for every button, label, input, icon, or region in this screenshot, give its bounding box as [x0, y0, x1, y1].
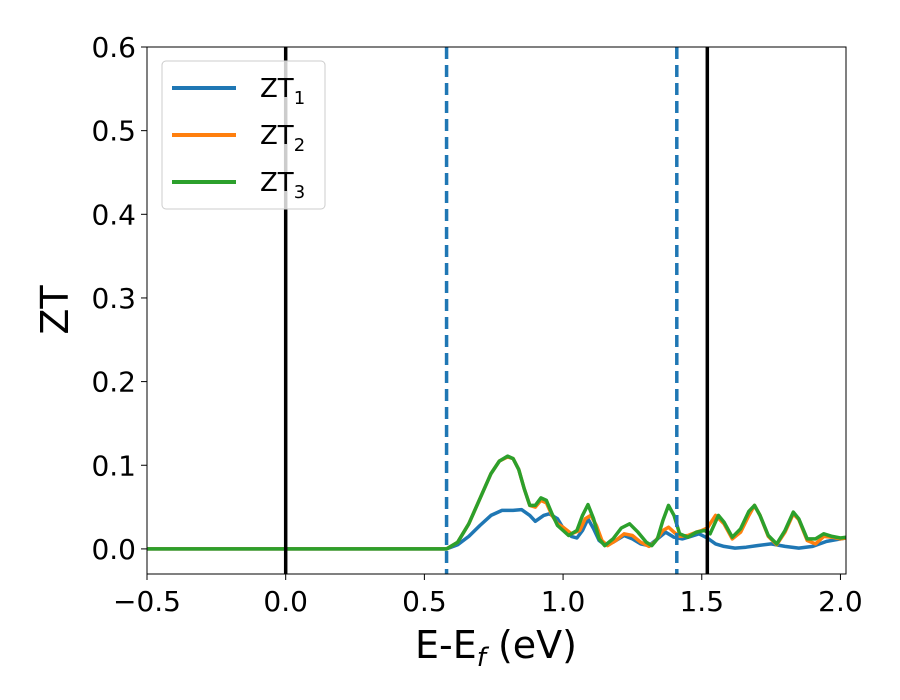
x-tick-label: 0.0	[263, 585, 308, 618]
legend-label-zt1: ZT1	[260, 74, 305, 109]
series-layer	[147, 454, 846, 551]
y-tick-label: 0.6	[91, 31, 136, 64]
x-tick-label: 0.5	[402, 585, 447, 618]
x-axis-title: E-Ef (eV)	[415, 623, 577, 673]
x-tick-label: 1.0	[541, 585, 586, 618]
y-axis-ticks: 0.0 0.1 0.2 0.3 0.4 0.5 0.6	[91, 31, 147, 566]
x-tick-label: 1.5	[679, 585, 724, 618]
legend-label-zt2: ZT2	[260, 121, 305, 156]
plot-frame	[146, 46, 847, 575]
x-tick-label: 2.0	[818, 585, 863, 618]
y-tick-label: 0.2	[91, 366, 136, 399]
vertical-lines	[283, 47, 710, 574]
series-line-zt3	[147, 454, 846, 551]
y-tick-label: 0.0	[91, 533, 136, 566]
x-tick-label: −0.5	[113, 585, 181, 618]
y-tick-label: 0.3	[91, 282, 136, 315]
y-tick-label: 0.5	[91, 115, 136, 148]
y-tick-label: 0.4	[91, 198, 136, 231]
legend-frame	[161, 60, 326, 210]
legend-label-zt3: ZT3	[260, 168, 305, 203]
x-axis-ticks: −0.5 0.0 0.5 1.0 1.5 2.0	[113, 574, 863, 618]
legend: ZT1 ZT2 ZT3	[161, 60, 326, 210]
series-line-zt2	[147, 455, 846, 551]
y-tick-label: 0.1	[91, 449, 136, 482]
y-axis-title: ZT	[33, 285, 77, 335]
